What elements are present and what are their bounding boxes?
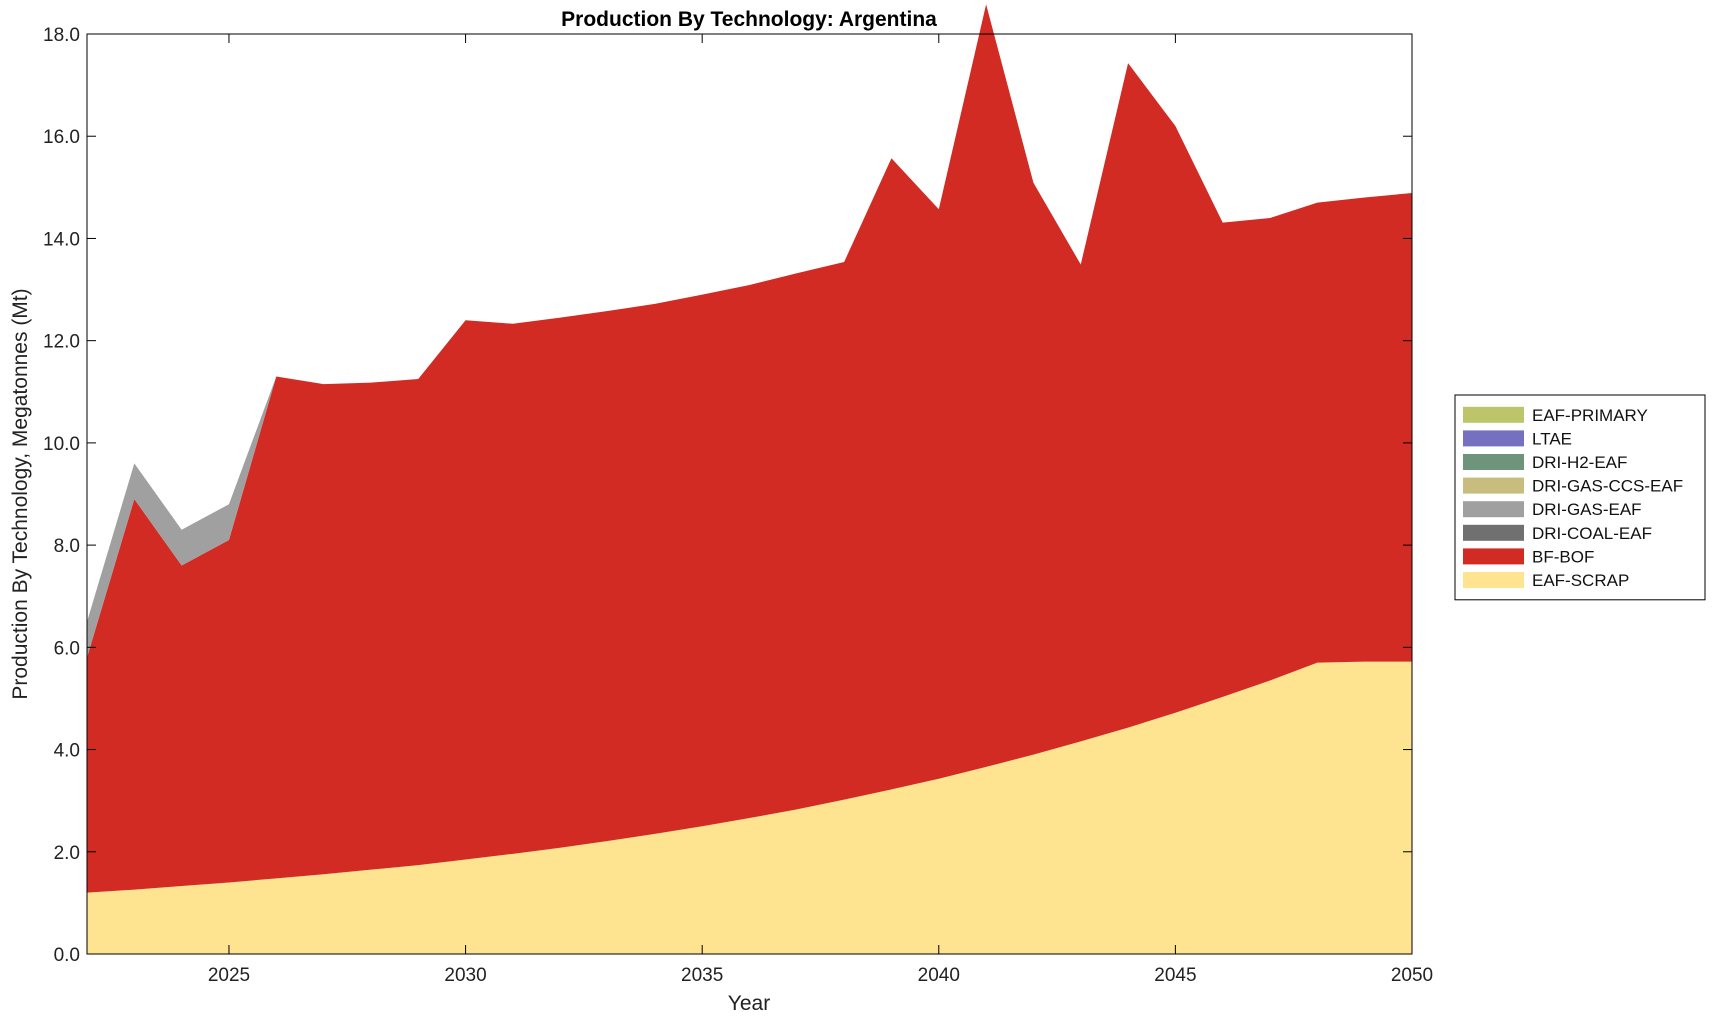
legend-box (1454, 394, 1706, 601)
legend-label: LTAE (1532, 429, 1572, 448)
legend-label: DRI-COAL-EAF (1532, 524, 1652, 543)
x-tick-label: 2050 (1391, 965, 1433, 986)
y-tick-label: 10.0 (43, 434, 80, 455)
legend-swatch (1463, 454, 1524, 470)
legend: EAF-PRIMARY LTAE DRI-H2-EAF DRI-GAS-CCS-EAF… (1454, 394, 1706, 601)
legend-label: DRI-GAS-CCS-EAF (1532, 477, 1683, 496)
area-eaf-scrap (87, 661, 1412, 954)
x-tick-label: 2035 (681, 965, 723, 986)
x-axis: 2025 2030 2035 2040 2045 2050 (208, 34, 1433, 986)
y-axis: 0.0 2.0 4.0 6.0 8.0 10.0 12.0 14.0 16.0 18.0 (43, 25, 1412, 966)
y-tick-label: 2.0 (54, 843, 80, 864)
y-tick-label: 4.0 (54, 741, 80, 762)
legend-swatch (1463, 572, 1524, 588)
legend-label: EAF-SCRAP (1532, 571, 1629, 590)
legend-swatch (1463, 524, 1524, 541)
y-tick-label: 12.0 (43, 332, 80, 353)
area-series-layer (87, 4, 1412, 954)
legend-label: BF-BOF (1532, 547, 1594, 566)
y-tick-label: 8.0 (54, 536, 80, 557)
x-tick-label: 2045 (1154, 965, 1196, 986)
x-tick-label: 2025 (208, 965, 250, 986)
legend-swatch (1463, 548, 1524, 565)
x-axis-label: Year (728, 992, 770, 1015)
y-axis-label: Production By Technology, Megatonnes (Mt… (9, 288, 32, 699)
legend-swatch (1463, 406, 1524, 423)
y-tick-label: 6.0 (54, 638, 80, 659)
legend-swatch (1463, 501, 1524, 518)
x-tick-label: 2030 (444, 965, 486, 986)
legend-swatch (1463, 430, 1524, 447)
x-tick-label: 2040 (918, 965, 960, 986)
legend-label: DRI-GAS-EAF (1532, 500, 1642, 519)
chart-title: Production By Technology: Argentina (561, 8, 937, 31)
y-tick-label: 14.0 (43, 229, 80, 250)
legend-label: EAF-PRIMARY (1532, 406, 1648, 425)
y-tick-label: 16.0 (43, 127, 80, 148)
y-tick-label: 18.0 (43, 25, 80, 46)
legend-swatch (1463, 477, 1524, 494)
area-bf-bof (87, 4, 1412, 893)
plot-area-frame (86, 33, 1413, 955)
y-tick-label: 0.0 (54, 945, 80, 966)
legend-label: DRI-H2-EAF (1532, 453, 1627, 472)
